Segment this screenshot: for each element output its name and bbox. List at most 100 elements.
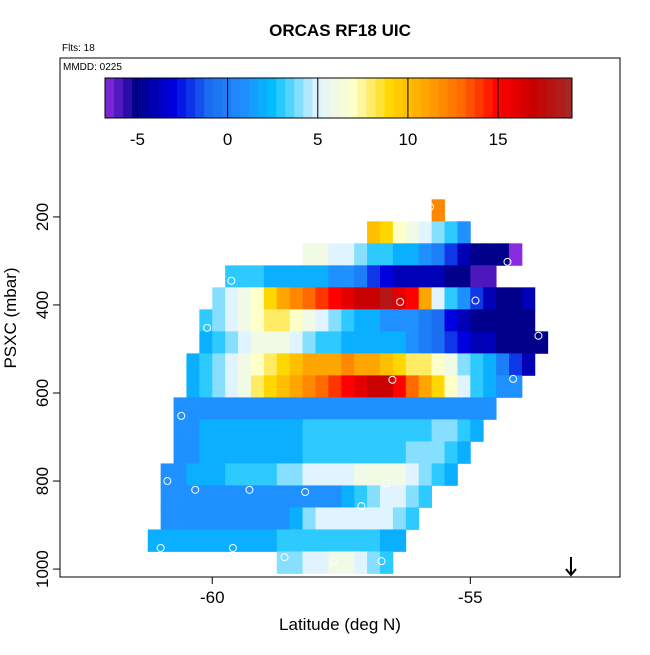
heatmap-cell xyxy=(354,485,368,508)
heatmap-cell xyxy=(509,353,523,376)
heatmap-cell xyxy=(289,441,303,464)
heatmap-cell xyxy=(199,419,213,442)
colorbar-swatch xyxy=(564,78,573,118)
heatmap-cell xyxy=(276,353,291,376)
heatmap-cell xyxy=(212,375,226,398)
heatmap-cell xyxy=(431,199,445,222)
flight-marker xyxy=(382,479,391,488)
flight-marker xyxy=(329,557,338,566)
heatmap-cell xyxy=(302,507,316,530)
colorbar-swatch xyxy=(258,78,268,118)
heatmap-cell xyxy=(263,375,278,398)
heatmap-cell xyxy=(238,507,252,530)
heatmap-cell xyxy=(392,529,407,552)
heatmap-cell xyxy=(380,485,394,508)
heatmap-cell xyxy=(238,397,252,420)
heatmap-cell xyxy=(250,485,265,508)
heatmap-cell xyxy=(225,375,239,398)
heatmap-cell xyxy=(367,551,381,574)
heatmap-cell xyxy=(380,331,394,354)
heatmap-cell xyxy=(328,507,342,530)
heatmap-cell xyxy=(302,309,316,332)
heatmap-cell xyxy=(212,331,226,354)
heatmap-cell xyxy=(250,529,265,552)
heatmap-cell xyxy=(496,331,510,354)
colorbar-tick-label: 0 xyxy=(223,130,232,149)
heatmap-cell xyxy=(186,485,200,508)
heatmap-cell xyxy=(354,397,368,420)
heatmap-cell xyxy=(328,419,342,442)
heatmap-cell xyxy=(392,265,407,288)
flight-marker xyxy=(471,296,480,305)
heatmap-cell xyxy=(186,507,200,530)
heatmap-cell xyxy=(380,221,394,244)
heatmap-cell xyxy=(483,397,497,420)
heatmap-cell xyxy=(263,463,278,486)
flight-marker xyxy=(163,477,172,486)
heatmap-cell xyxy=(328,529,342,552)
heatmap-cell xyxy=(405,287,420,310)
heatmap-cell xyxy=(418,243,433,266)
heatmap-cell xyxy=(315,441,329,464)
heatmap-cell xyxy=(289,397,303,420)
heatmap-cell xyxy=(496,287,510,310)
arrow xyxy=(565,557,577,577)
colorbar-swatch xyxy=(123,78,133,118)
colorbar-swatch xyxy=(438,78,449,118)
heatmap-cell xyxy=(392,353,407,376)
heatmap-cell xyxy=(431,331,445,354)
heatmap-cell xyxy=(212,353,226,376)
colorbar-swatch xyxy=(510,78,521,118)
heatmap-cell xyxy=(483,353,497,376)
heatmap-cell xyxy=(263,485,278,508)
heatmap-cell xyxy=(457,331,471,354)
heatmap-cell xyxy=(418,309,433,332)
heatmap-cell xyxy=(328,353,342,376)
heatmap-cell xyxy=(238,463,252,486)
heatmap-cell xyxy=(431,419,445,442)
heatmap-cell xyxy=(173,463,187,486)
heatmap-cell xyxy=(457,265,471,288)
heatmap-cell xyxy=(483,265,497,288)
heatmap-cell xyxy=(199,331,213,354)
colorbar-swatch xyxy=(474,78,485,118)
heatmap-cell xyxy=(470,331,484,354)
heatmap-cell xyxy=(276,507,291,530)
heatmap-cell xyxy=(199,485,213,508)
heatmap-cell xyxy=(341,353,355,376)
heatmap-cell xyxy=(173,419,187,442)
heatmap-cell xyxy=(315,419,329,442)
heatmap-cell xyxy=(225,441,239,464)
heatmap-cell xyxy=(457,419,471,442)
heatmap-cell xyxy=(405,441,420,464)
heatmap-cell xyxy=(302,551,316,574)
y-tick-label: 800 xyxy=(33,467,52,495)
heatmap-cell xyxy=(263,529,278,552)
heatmap-cell xyxy=(496,309,510,332)
heatmap-cell xyxy=(405,463,420,486)
heatmap-cell xyxy=(431,287,445,310)
heatmap-cell xyxy=(315,529,329,552)
heatmap-cell xyxy=(483,287,497,310)
colorbar-swatch xyxy=(420,78,431,118)
colorbar-swatch xyxy=(105,78,115,118)
heatmap-cell xyxy=(276,375,291,398)
heatmap-cell xyxy=(354,529,368,552)
colorbar-swatch xyxy=(249,78,259,118)
heatmap-cell xyxy=(534,331,549,354)
flight-marker xyxy=(156,543,165,552)
heatmap-cell xyxy=(392,309,407,332)
flight-marker xyxy=(426,202,435,211)
heatmap-cell xyxy=(354,551,368,574)
heatmap-cell xyxy=(276,485,291,508)
heatmap-cell xyxy=(405,419,420,442)
heatmap-cell xyxy=(276,331,291,354)
heatmap-cell xyxy=(289,529,303,552)
y-tick-label: 200 xyxy=(33,203,52,231)
heatmap-cell xyxy=(289,287,303,310)
heatmap-cell xyxy=(341,265,355,288)
heatmap-cell xyxy=(444,441,458,464)
flight-marker xyxy=(509,374,518,383)
heatmap-cell xyxy=(367,441,381,464)
